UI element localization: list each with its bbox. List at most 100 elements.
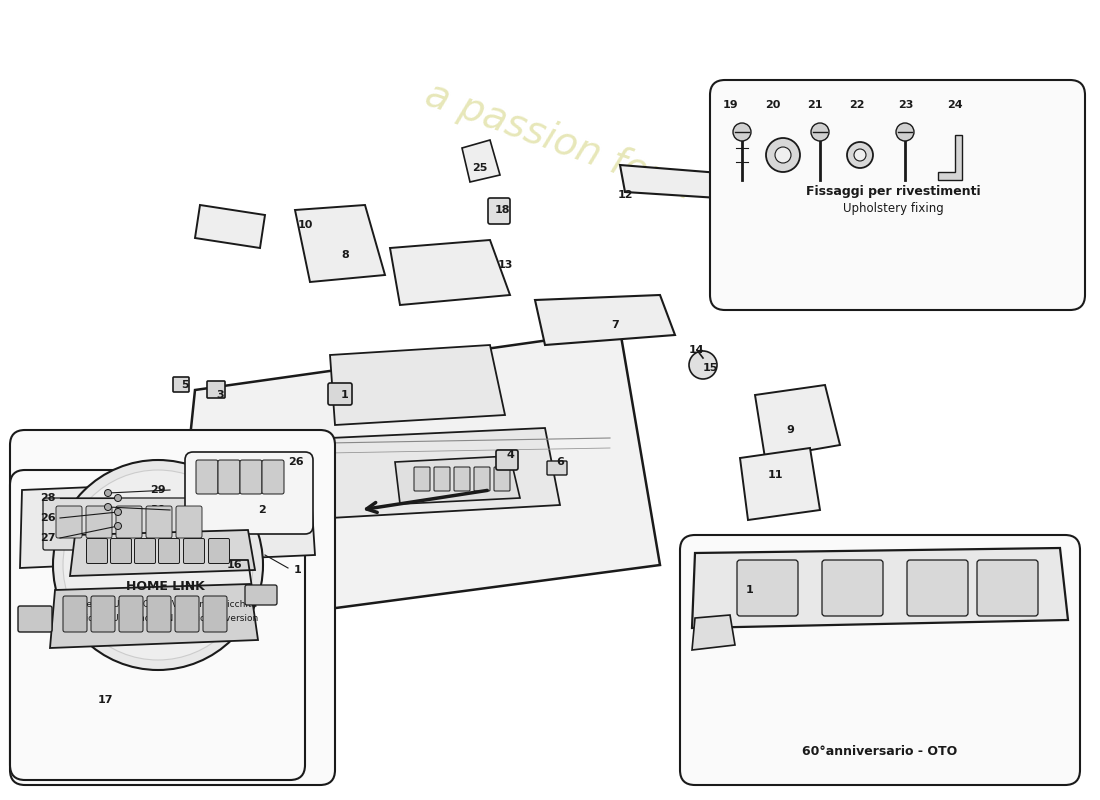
Text: 27: 27: [41, 533, 56, 543]
Text: 21: 21: [807, 100, 823, 110]
FancyBboxPatch shape: [218, 460, 240, 494]
Text: 26: 26: [41, 513, 56, 523]
Text: 17: 17: [97, 695, 112, 705]
FancyBboxPatch shape: [488, 198, 510, 224]
FancyBboxPatch shape: [494, 467, 510, 491]
FancyBboxPatch shape: [56, 506, 82, 538]
FancyBboxPatch shape: [10, 430, 335, 785]
Text: 6: 6: [557, 457, 564, 467]
Text: Valid for USA and CDN - Enriched version: Valid for USA and CDN - Enriched version: [72, 614, 258, 623]
Circle shape: [811, 123, 829, 141]
Polygon shape: [170, 330, 660, 630]
Circle shape: [896, 123, 914, 141]
Polygon shape: [295, 205, 385, 282]
FancyBboxPatch shape: [116, 506, 142, 538]
Polygon shape: [462, 140, 501, 182]
FancyBboxPatch shape: [91, 596, 116, 632]
Polygon shape: [692, 615, 735, 650]
Circle shape: [766, 138, 800, 172]
Polygon shape: [195, 205, 265, 248]
Text: 29: 29: [151, 485, 166, 495]
Circle shape: [53, 460, 263, 670]
FancyBboxPatch shape: [710, 80, 1085, 310]
FancyBboxPatch shape: [18, 606, 52, 632]
Text: 20: 20: [766, 100, 781, 110]
FancyBboxPatch shape: [977, 560, 1038, 616]
FancyBboxPatch shape: [240, 460, 262, 494]
Text: 3: 3: [217, 390, 223, 400]
FancyBboxPatch shape: [10, 470, 305, 780]
Polygon shape: [20, 478, 315, 568]
Text: 23: 23: [899, 100, 914, 110]
Text: 5: 5: [182, 380, 189, 390]
FancyBboxPatch shape: [414, 467, 430, 491]
Text: 14: 14: [690, 345, 705, 355]
FancyBboxPatch shape: [184, 538, 205, 563]
Polygon shape: [692, 548, 1068, 628]
FancyBboxPatch shape: [175, 596, 199, 632]
Polygon shape: [330, 345, 505, 425]
Text: Fissaggi per rivestimenti: Fissaggi per rivestimenti: [805, 185, 980, 198]
FancyBboxPatch shape: [207, 381, 226, 398]
FancyBboxPatch shape: [176, 506, 202, 538]
FancyBboxPatch shape: [134, 538, 155, 563]
FancyBboxPatch shape: [43, 498, 222, 550]
Circle shape: [847, 142, 873, 168]
Polygon shape: [330, 428, 560, 518]
Polygon shape: [390, 240, 510, 305]
Polygon shape: [740, 448, 820, 520]
FancyBboxPatch shape: [173, 377, 189, 392]
Text: 60°anniversario - OTO: 60°anniversario - OTO: [802, 745, 958, 758]
FancyBboxPatch shape: [547, 461, 567, 475]
Text: a passion for...: a passion for...: [420, 75, 700, 208]
Text: 19: 19: [723, 100, 738, 110]
FancyBboxPatch shape: [119, 596, 143, 632]
FancyBboxPatch shape: [496, 450, 518, 470]
FancyBboxPatch shape: [86, 506, 112, 538]
FancyBboxPatch shape: [87, 538, 108, 563]
FancyBboxPatch shape: [908, 560, 968, 616]
Circle shape: [104, 490, 111, 497]
Text: 9: 9: [786, 425, 794, 435]
FancyBboxPatch shape: [204, 596, 227, 632]
FancyBboxPatch shape: [63, 596, 87, 632]
Text: 22: 22: [849, 100, 865, 110]
FancyBboxPatch shape: [110, 538, 132, 563]
Circle shape: [114, 522, 121, 530]
Text: 4: 4: [506, 450, 514, 460]
Polygon shape: [395, 456, 520, 504]
Text: 18: 18: [494, 205, 509, 215]
FancyBboxPatch shape: [196, 460, 218, 494]
Text: 12: 12: [617, 190, 632, 200]
Text: 13: 13: [497, 260, 513, 270]
Text: 1: 1: [341, 390, 349, 400]
Text: 16: 16: [228, 560, 243, 570]
FancyBboxPatch shape: [454, 467, 470, 491]
Text: 2: 2: [258, 505, 266, 515]
Text: 8: 8: [341, 250, 349, 260]
Text: HOME LINK: HOME LINK: [125, 580, 205, 593]
Circle shape: [854, 149, 866, 161]
Text: 1: 1: [294, 565, 301, 575]
Text: Vale per USA e CDN - Versione Arricchita: Vale per USA e CDN - Versione Arricchita: [73, 600, 257, 609]
Circle shape: [114, 509, 121, 515]
Text: 28: 28: [41, 493, 56, 503]
Polygon shape: [70, 530, 255, 576]
FancyBboxPatch shape: [146, 506, 172, 538]
Circle shape: [733, 123, 751, 141]
FancyBboxPatch shape: [822, 560, 883, 616]
FancyBboxPatch shape: [737, 560, 797, 616]
Polygon shape: [535, 295, 675, 345]
Text: 26: 26: [288, 457, 304, 467]
Circle shape: [63, 470, 253, 660]
Text: 15: 15: [702, 363, 717, 373]
FancyBboxPatch shape: [474, 467, 490, 491]
Circle shape: [776, 147, 791, 163]
FancyBboxPatch shape: [158, 538, 179, 563]
FancyBboxPatch shape: [680, 535, 1080, 785]
FancyBboxPatch shape: [262, 460, 284, 494]
Text: 30: 30: [151, 505, 166, 515]
Circle shape: [689, 351, 717, 379]
Text: 7: 7: [612, 320, 619, 330]
FancyBboxPatch shape: [328, 383, 352, 405]
